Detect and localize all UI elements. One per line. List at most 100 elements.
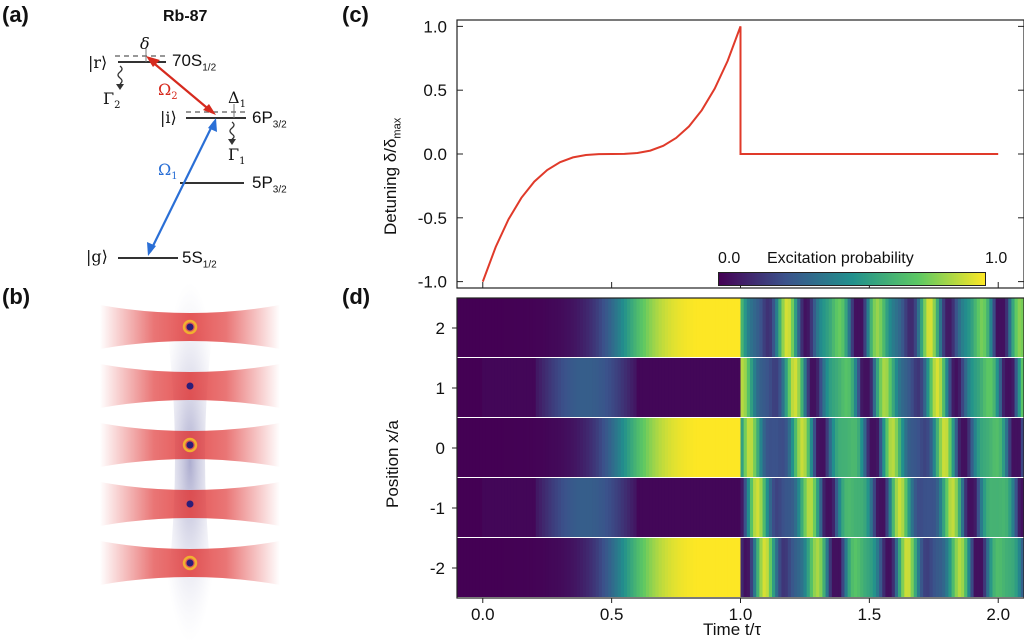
heatmap-cell [479, 418, 483, 477]
heatmap-cell [595, 298, 600, 357]
heatmap-cell [806, 358, 811, 417]
heatmap-cell [784, 298, 789, 357]
heatmap-cell [976, 478, 981, 537]
heatmap-cell [567, 478, 571, 537]
heatmap-cell [907, 298, 912, 357]
heatmap-cell [494, 478, 499, 537]
heatmap-cell [872, 418, 877, 477]
heatmap-cell [497, 358, 502, 417]
heatmap-cell [611, 478, 616, 537]
heatmap-cell [983, 478, 987, 537]
heatmap-cell [850, 298, 855, 357]
heatmap-chart: 0.0 0.5 1.0 1.5 2.0 2 1 0 -1 -2 [430, 297, 1024, 624]
heatmap-cell [535, 358, 540, 417]
heatmap-cell [844, 478, 849, 537]
heatmap-cell [529, 358, 534, 417]
heatmap-cell [784, 478, 789, 537]
heatmap-cell [979, 358, 984, 417]
heatmap-cell [869, 418, 874, 477]
heatmap-cell [885, 358, 890, 417]
heatmap-cell [794, 418, 798, 477]
heatmap-cell [904, 358, 909, 417]
heatmap-cell [957, 418, 962, 477]
heatmap-cell [1005, 358, 1009, 417]
heatmap-cell [472, 538, 477, 597]
heatmap-cell [620, 478, 625, 537]
heatmap-cell [636, 358, 641, 417]
heatmap-cell [646, 298, 650, 357]
heatmap-cell [573, 418, 578, 477]
heatmap-cell [633, 298, 638, 357]
heatmap-cell [986, 418, 990, 477]
heatmap-cell [904, 478, 909, 537]
heatmap-cell [463, 358, 468, 417]
heatmap-cell [879, 478, 883, 537]
heatmap-cell [671, 298, 675, 357]
heatmap-cell [794, 478, 798, 537]
heatmap-cell [961, 478, 965, 537]
heatmap-cell [677, 358, 682, 417]
heatmap-cell [589, 358, 594, 417]
heatmap-cell [970, 358, 975, 417]
heatmap-cell [724, 298, 729, 357]
heatmap-cell [781, 418, 786, 477]
heatmap-cell [790, 538, 795, 597]
heatmap-cell [642, 418, 647, 477]
heatmap-cell [904, 538, 909, 597]
heatmap-cell [526, 418, 531, 477]
heatmap-cell [642, 478, 647, 537]
heatmap-cell [485, 358, 490, 417]
heatmap-cell [592, 298, 597, 357]
heatmap-cell [576, 478, 581, 537]
heatmap-cell [690, 538, 694, 597]
heatmap-cell [702, 538, 707, 597]
heatmap-cell [516, 538, 521, 597]
heatmap-cell [768, 538, 773, 597]
heatmap-cell [523, 478, 527, 537]
heatmap-cell [715, 538, 720, 597]
heatmap-cell [510, 358, 515, 417]
heatmap-cell [932, 478, 937, 537]
heatmap-cell [551, 298, 556, 357]
heatmap-cell [803, 538, 808, 597]
c-ytick-label: 1.0 [423, 17, 447, 36]
heatmap-cell [806, 478, 811, 537]
heatmap-cell [942, 298, 946, 357]
atom [186, 441, 194, 449]
heatmap-cell [620, 538, 625, 597]
c-ytick-label: 0.5 [423, 81, 447, 100]
heatmap-cell [1011, 358, 1016, 417]
heatmap-cell [457, 418, 461, 477]
heatmap-cell [693, 298, 697, 357]
heatmap-cell [731, 538, 735, 597]
heatmap-cell [995, 298, 1000, 357]
heatmap-cell [888, 478, 893, 537]
heatmap-cell [737, 298, 742, 357]
heatmap-cell [901, 358, 905, 417]
heatmap-cell [548, 298, 553, 357]
heatmap-cell [617, 418, 622, 477]
heatmap-cell [501, 418, 505, 477]
heatmap-cell [737, 478, 742, 537]
heatmap-cell [775, 298, 779, 357]
heatmap-cell [998, 478, 1003, 537]
heatmap-cell [765, 478, 770, 537]
heatmap-cell [516, 298, 521, 357]
heatmap-cell [627, 478, 631, 537]
heatmap-cell [532, 418, 537, 477]
heatmap-cell [1005, 418, 1009, 477]
heatmap-cell [743, 418, 748, 477]
heatmap-cell [778, 478, 783, 537]
heatmap-cell [844, 298, 849, 357]
heatmap-cell [680, 298, 685, 357]
heatmap-cell [690, 298, 694, 357]
heatmap-cell [652, 538, 657, 597]
heatmap-cell [469, 298, 474, 357]
heatmap-cell [992, 298, 997, 357]
heatmap-cell [472, 358, 477, 417]
heatmap-cell [611, 418, 616, 477]
heatmap-cell [494, 538, 499, 597]
heatmap-cell [1001, 358, 1006, 417]
heatmap-cell [674, 478, 679, 537]
heatmap-cell [920, 418, 924, 477]
